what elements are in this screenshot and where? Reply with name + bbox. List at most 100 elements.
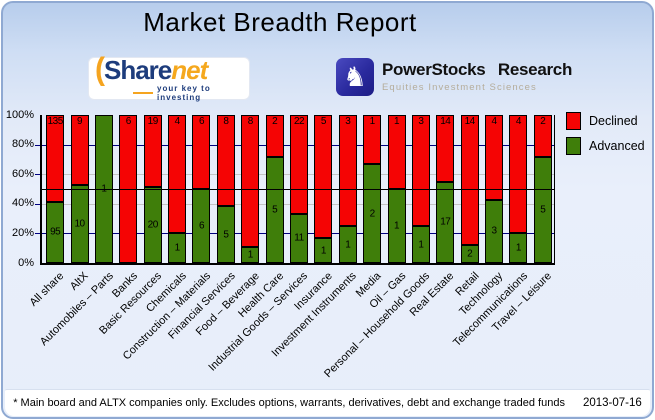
bar-segment-advanced: [533, 157, 552, 263]
y-axis-tick-label: 20%: [11, 226, 34, 239]
bar-segment-declined: [387, 115, 406, 189]
bar-0: 135 95: [46, 115, 65, 263]
advanced-count-label: 95: [50, 226, 61, 238]
advanced-count-label: 10: [74, 218, 86, 230]
bar-segment-declined: [216, 115, 235, 207]
advanced-count-label: 1: [247, 249, 254, 261]
bar-4: 19 20: [143, 115, 162, 263]
advanced-count-label: 5: [272, 204, 278, 216]
y-axis-tick-label: 0%: [18, 256, 34, 269]
advanced-count-label: 1: [345, 239, 351, 250]
bar-segment-declined: [533, 115, 552, 158]
declined-count-label: 8: [223, 116, 229, 127]
advanced-count-label: 20: [147, 219, 159, 231]
bar-1: 9 10: [70, 115, 89, 263]
declined-count-label: 2: [272, 116, 278, 127]
bar-segment-advanced: [485, 199, 504, 263]
bar-segment-advanced: [241, 246, 260, 263]
legend-row: Advanced: [566, 137, 645, 155]
y-axis-tick-mark: [35, 233, 40, 235]
legend-label: Declined: [589, 114, 638, 128]
page-title: Market Breadth Report: [143, 7, 417, 37]
declined-count-label: 1: [393, 116, 400, 127]
advanced-count-label: 1: [418, 239, 424, 250]
chart-legend: Declined Advanced: [566, 112, 645, 162]
bar-segment-advanced: [460, 244, 479, 263]
bar-segment-declined: [46, 115, 65, 202]
bar-segment-declined: [411, 115, 430, 226]
bar-segment-advanced: [338, 226, 357, 263]
bar-segment-advanced: [314, 238, 333, 263]
bar-segment-advanced: [509, 233, 528, 263]
powerstocks-text: PowerStocks Research Equities Investment…: [382, 60, 573, 93]
sharenet-name: Sharenet: [104, 55, 208, 85]
bar-segment-declined: [265, 115, 284, 158]
declined-count-label: 4: [174, 116, 181, 127]
declined-count-label: 5: [320, 116, 327, 127]
declined-count-label: 2: [540, 116, 546, 127]
declined-count-label: 22: [293, 116, 305, 127]
advanced-count-label: 11: [294, 232, 304, 244]
powerstocks-emblem: ♞: [336, 58, 374, 96]
declined-count-label: 1: [369, 116, 376, 127]
bar-segment-declined: [70, 115, 89, 186]
legend-label: Advanced: [589, 139, 645, 153]
bar-segment-advanced: [265, 157, 284, 263]
declined-count-label: 14: [464, 116, 476, 127]
bar-segment-declined: [338, 115, 357, 226]
bar-segment-advanced: [290, 213, 308, 263]
sharenet-name-secondary: net: [171, 55, 208, 85]
tagline-rule: [133, 92, 154, 94]
y-axis-tick-mark: [35, 144, 40, 146]
powerstocks-subtitle: Equities Investment Sciences: [382, 81, 537, 93]
y-axis-tick-label: 60%: [11, 167, 34, 180]
bar-segment-advanced: [168, 233, 187, 263]
declined-count-label: 14: [440, 116, 451, 127]
bar-segment-advanced: [216, 206, 235, 263]
bar-segment-declined: [460, 115, 479, 245]
report-date: 2013-07-16: [582, 397, 642, 409]
powerstocks-logo: ♞ PowerStocks Research Equities Investme…: [336, 58, 572, 96]
bar-segment-declined: [363, 115, 382, 165]
advanced-count-label: 1: [320, 245, 327, 257]
sharenet-tagline: your key to investing: [133, 84, 249, 102]
bar-segment-declined: [241, 115, 260, 247]
bar-segment-declined: [192, 115, 211, 189]
bar-segment-declined: [485, 115, 504, 200]
y-axis-tick-mark: [35, 174, 40, 176]
bar-segment-advanced: [46, 201, 65, 263]
sharenet-logo: ( Sharenet your key to investing: [88, 54, 250, 102]
footer-note: * Main board and ALTX companies only. Ex…: [13, 397, 565, 409]
legend-row: Declined: [566, 112, 645, 130]
advanced-count-label: 1: [515, 242, 522, 254]
powerstocks-name: PowerStocks Research: [382, 60, 573, 80]
declined-count-label: 9: [77, 116, 83, 127]
bar-segment-declined: [314, 115, 333, 239]
declined-count-label: 4: [515, 116, 522, 127]
bar-16: 14 17: [436, 115, 455, 263]
y-axis-tick-mark: [35, 203, 40, 205]
advanced-count-label: 2: [467, 248, 473, 260]
declined-count-label: 6: [198, 116, 205, 127]
declined-count-label: 6: [125, 116, 132, 127]
declined-count-label: 19: [147, 116, 159, 127]
advanced-count-label: 5: [540, 204, 546, 216]
legend-swatch-declined: [566, 112, 581, 130]
advanced-count-label: 17: [440, 216, 451, 228]
bar-17: 14 2: [460, 115, 479, 263]
bar-segment-advanced: [70, 185, 89, 263]
advanced-count-label: 6: [198, 220, 205, 232]
y-axis-tick-label: 100%: [5, 108, 34, 121]
stacked-bar-plot-area: 1359591016192041668581252211513112113114…: [40, 115, 555, 265]
bar-segment-declined: [509, 115, 528, 234]
bar-segment-declined: [143, 115, 162, 188]
y-axis-tick-label: 40%: [11, 197, 34, 210]
